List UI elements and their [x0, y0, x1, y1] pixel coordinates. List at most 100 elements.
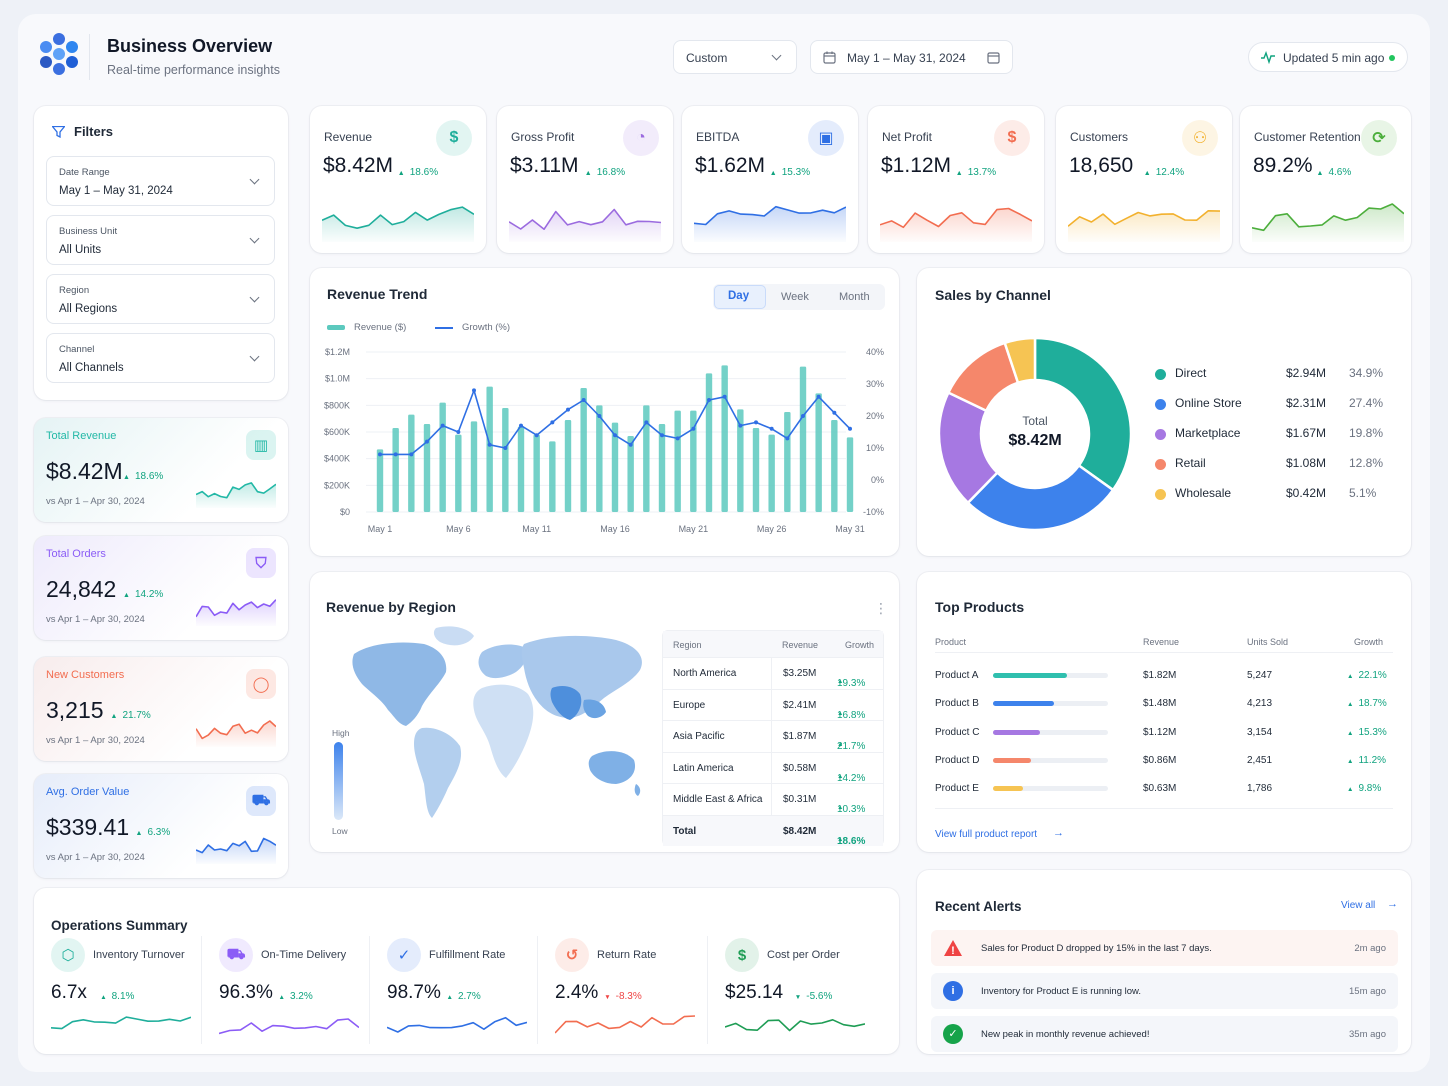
arrow-right-icon[interactable]: →	[1387, 898, 1398, 910]
growth-point[interactable]	[378, 452, 382, 457]
product-row[interactable]: Product C $1.12M 3,154 ▲ 15.3%	[935, 725, 1393, 745]
operations-item-on-time-delivery[interactable]: ⛟ On-Time Delivery 96.3% ▲ 3.2%	[219, 936, 369, 1046]
growth-point[interactable]	[691, 426, 696, 431]
growth-point[interactable]	[848, 426, 852, 431]
revenue-bar[interactable]	[799, 366, 807, 512]
revenue-bar[interactable]	[439, 402, 446, 512]
filter-region-select[interactable]: Region All Regions	[46, 274, 275, 324]
revenue-bar[interactable]	[564, 420, 572, 512]
revenue-bar[interactable]	[690, 410, 697, 512]
growth-point[interactable]	[738, 423, 743, 428]
revenue-bar[interactable]	[517, 426, 525, 512]
revenue-bar[interactable]	[392, 428, 399, 512]
revenue-bar[interactable]	[658, 424, 666, 512]
growth-point[interactable]	[769, 426, 774, 431]
growth-point[interactable]	[440, 423, 445, 428]
revenue-bar[interactable]	[580, 388, 587, 512]
revenue-bar[interactable]	[486, 386, 493, 512]
growth-point[interactable]	[393, 452, 398, 457]
growth-point[interactable]	[660, 433, 664, 438]
side-kpi-card[interactable]: New Customers ◯ 3,215 ▲ 21.7% vs Apr 1 – Apr …	[34, 657, 288, 761]
side-kpi-card[interactable]: Total Revenue ▥ $8.42M ▲ 18.6% vs Apr 1 – Apr…	[34, 418, 288, 522]
revenue-bar[interactable]	[721, 365, 728, 512]
growth-point[interactable]	[832, 410, 837, 415]
growth-point[interactable]	[534, 433, 539, 438]
alert-item[interactable]: ✓ New peak in monthly revenue achieved! 35…	[931, 1016, 1398, 1052]
table-row[interactable]: Middle East & Africa $0.31M ▲ 10.3%	[663, 783, 883, 815]
growth-point[interactable]	[785, 436, 790, 441]
revenue-bar[interactable]	[737, 409, 744, 512]
filter-channel-select[interactable]: Channel All Channels	[46, 333, 275, 383]
donut-slice-direct[interactable]	[1033, 336, 1133, 492]
revenue-bar[interactable]	[831, 420, 838, 512]
revenue-bar[interactable]	[627, 436, 634, 512]
kpi-card-net-profit[interactable]: Net Profit $ $1.12M ▲ 13.7%	[868, 106, 1044, 253]
arrow-right-icon[interactable]: →	[1053, 827, 1064, 839]
growth-point[interactable]	[503, 446, 508, 450]
operations-item-inventory-turnover[interactable]: ⬡ Inventory Turnover 6.7x ▲ 8.1%	[51, 936, 201, 1046]
region-total-row[interactable]: Total $8.42M ▲ 18.6%	[663, 814, 883, 847]
growth-point[interactable]	[487, 442, 492, 447]
view-all-alerts-link[interactable]: View all	[1341, 900, 1376, 911]
operations-item-cost-per-order[interactable]: $ Cost per Order $25.14 ▼ -5.6%	[725, 936, 875, 1046]
revenue-bar[interactable]	[784, 412, 791, 512]
table-row[interactable]: Asia Pacific $1.87M ▲ 21.7%	[663, 720, 883, 752]
revenue-bar[interactable]	[643, 405, 650, 512]
filter-business-unit-select[interactable]: Business Unit All Units	[46, 215, 275, 265]
product-row[interactable]: Product A $1.82M 5,247 ▲ 22.1%	[935, 668, 1393, 688]
date-range-picker[interactable]: May 1 – May 31, 2024	[810, 40, 1013, 74]
growth-point[interactable]	[472, 388, 476, 393]
table-row[interactable]: Europe $2.41M ▲ 16.8%	[663, 688, 883, 721]
growth-point[interactable]	[628, 442, 633, 447]
growth-point[interactable]	[409, 452, 414, 457]
product-row[interactable]: Product E $0.63M 1,786 ▲ 9.8%	[935, 781, 1393, 801]
growth-point[interactable]	[754, 420, 758, 425]
tab-day[interactable]: Day	[728, 290, 750, 302]
table-row[interactable]: Latin America $0.58M ▲ 14.2%	[663, 751, 883, 784]
growth-point[interactable]	[722, 394, 727, 399]
donut-slice-online-store[interactable]	[966, 463, 1115, 532]
revenue-bar[interactable]	[768, 434, 775, 512]
kpi-card-customer-retention[interactable]: Customer Retention ⟳ 89.2% ▲ 4.6%	[1240, 106, 1411, 253]
kpi-card-gross-profit[interactable]: Gross Profit ◔ $3.11M ▲ 16.8%	[497, 106, 673, 253]
growth-point[interactable]	[613, 433, 617, 438]
tab-month[interactable]: Month	[839, 291, 870, 303]
alert-item[interactable]: i Inventory for Product E is running low.…	[931, 973, 1398, 1009]
growth-point[interactable]	[456, 430, 461, 434]
revenue-bar[interactable]	[423, 424, 431, 512]
revenue-bar[interactable]	[596, 405, 603, 512]
kpi-card-ebitda[interactable]: EBITDA ▣ $1.62M ▲ 15.3%	[682, 106, 858, 253]
growth-point[interactable]	[597, 414, 602, 418]
revenue-bar[interactable]	[502, 408, 509, 512]
kpi-card-customers[interactable]: Customers ⚇ 18,650 ▲ 12.4%	[1056, 106, 1232, 253]
revenue-bar[interactable]	[705, 373, 713, 512]
filter-date-range-select[interactable]: Date Range May 1 – May 31, 2024	[46, 156, 275, 206]
growth-point[interactable]	[581, 398, 586, 402]
revenue-bar[interactable]	[376, 449, 384, 512]
growth-point[interactable]	[425, 439, 429, 444]
revenue-bar[interactable]	[611, 422, 619, 512]
more-options-icon[interactable]: ⋮	[874, 600, 888, 616]
growth-point[interactable]	[644, 420, 649, 425]
side-kpi-card[interactable]: Total Orders ⛉ 24,842 ▲ 14.2% vs Apr 1 – Apr …	[34, 536, 288, 640]
operations-item-fulfillment-rate[interactable]: ✓ Fulfillment Rate 98.7% ▲ 2.7%	[387, 936, 537, 1046]
operations-item-return-rate[interactable]: ↺ Return Rate 2.4% ▼ -8.3%	[555, 936, 705, 1046]
revenue-bar[interactable]	[846, 437, 854, 512]
growth-point[interactable]	[550, 420, 555, 425]
growth-point[interactable]	[566, 407, 570, 412]
revenue-bar[interactable]	[815, 393, 822, 512]
revenue-bar[interactable]	[455, 434, 462, 512]
revenue-bar[interactable]	[470, 421, 478, 512]
revenue-bar[interactable]	[752, 428, 760, 512]
revenue-bar[interactable]	[549, 441, 556, 512]
preset-select[interactable]: Custom	[673, 40, 797, 74]
revenue-bar[interactable]	[674, 410, 681, 512]
alert-item[interactable]: ! Sales for Product D dropped by 15% in t…	[931, 930, 1398, 966]
growth-point[interactable]	[801, 414, 805, 418]
revenue-bar[interactable]	[408, 414, 415, 512]
kpi-card-revenue[interactable]: Revenue $ $8.42M ▲ 18.6%	[310, 106, 486, 253]
table-row[interactable]: North America $3.25M ▲ 19.3%	[663, 657, 883, 689]
product-row[interactable]: Product B $1.48M 4,213 ▲ 18.7%	[935, 696, 1393, 716]
view-product-report-link[interactable]: View full product report	[935, 829, 1038, 840]
growth-point[interactable]	[816, 394, 821, 399]
